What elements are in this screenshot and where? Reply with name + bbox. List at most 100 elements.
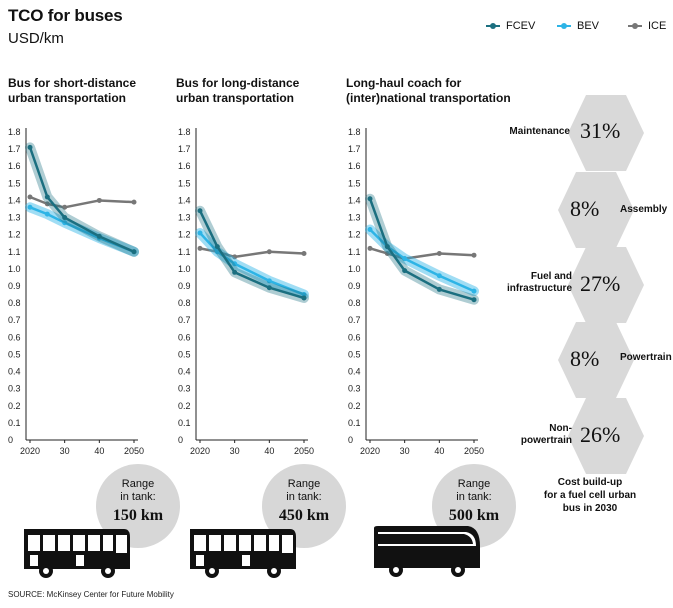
- range-label: Range in tank:: [456, 478, 492, 503]
- x-tick-label: 2050: [124, 446, 144, 456]
- y-tick-label: 0.2: [348, 401, 361, 411]
- data-point-fcev: [62, 215, 68, 221]
- y-tick-label: 1.0: [8, 264, 21, 274]
- data-point-fcev: [301, 295, 307, 301]
- y-tick-label: 0.5: [8, 349, 21, 359]
- city-bus-icon: [24, 529, 130, 578]
- caption-line: Cost build-up: [557, 477, 623, 488]
- y-tick-label: 1.6: [178, 161, 191, 171]
- data-point-bev: [471, 288, 477, 294]
- x-tick-label: 2050: [294, 446, 314, 456]
- cost-label-maintenance: Maintenance: [509, 126, 570, 137]
- data-point-ice: [301, 250, 307, 256]
- y-tick-label: 1.0: [178, 264, 191, 274]
- y-tick-label: 1.1: [348, 247, 361, 257]
- data-point-fcev: [214, 244, 220, 250]
- legend-label: FCEV: [506, 20, 536, 32]
- y-tick-label: 1.2: [348, 230, 361, 240]
- data-point-bev: [436, 273, 442, 279]
- data-point-bev: [367, 227, 373, 233]
- cost-buildup-caption: Cost build-up for a fuel cell urban bus …: [520, 476, 660, 515]
- y-tick-label: 1.5: [348, 178, 361, 188]
- y-tick-label: 0: [178, 435, 183, 445]
- cost-label-assembly: Assembly: [620, 204, 668, 215]
- data-point-ice: [436, 250, 442, 256]
- y-tick-label: 1.8: [8, 127, 21, 137]
- y-tick-label: 0.9: [178, 281, 191, 291]
- y-tick-label: 0.4: [8, 367, 21, 377]
- y-tick-label: 1.5: [8, 178, 21, 188]
- cost-percent-maintenance: 31%: [580, 118, 621, 143]
- legend-label: ICE: [648, 20, 667, 32]
- y-tick-label: 0.1: [178, 418, 191, 428]
- data-point-bev: [402, 256, 408, 262]
- data-point-ice: [27, 194, 33, 200]
- range-label: Range in tank:: [286, 478, 322, 503]
- y-tick-label: 1.6: [348, 161, 361, 171]
- panel-title-line: (inter)national transportation: [346, 91, 511, 105]
- data-point-ice: [232, 254, 238, 260]
- data-point-ice: [44, 201, 50, 207]
- panel-title-line: Bus for long-distance: [176, 76, 300, 90]
- range-label: Range in tank:: [120, 478, 156, 503]
- x-tick-label: 30: [400, 446, 410, 456]
- y-tick-label: 0.2: [178, 401, 191, 411]
- data-point-bev: [62, 220, 68, 226]
- data-point-fcev: [367, 196, 373, 202]
- y-tick-label: 0.1: [348, 418, 361, 428]
- y-tick-label: 0.9: [8, 281, 21, 291]
- legend-fcev-marker: [486, 23, 500, 29]
- x-tick-label: 2020: [360, 446, 380, 456]
- x-tick-label: 40: [264, 446, 274, 456]
- data-point-bev: [301, 292, 307, 298]
- data-point-ice: [62, 204, 68, 210]
- y-tick-label: 1.7: [178, 144, 191, 154]
- data-point-ice: [471, 252, 477, 258]
- y-tick-label: 0: [348, 435, 353, 445]
- chart-subtitle: USD/km: [8, 30, 64, 47]
- y-tick-label: 1.2: [8, 230, 21, 240]
- y-tick-label: 0: [8, 435, 13, 445]
- hexagon: [568, 398, 644, 474]
- caption-line: for a fuel cell urban: [543, 490, 637, 501]
- y-tick-label: 0.4: [348, 367, 361, 377]
- data-point-ice: [131, 199, 137, 205]
- data-point-bev: [197, 230, 203, 236]
- cost-percent-non-powertrain: 26%: [580, 422, 621, 447]
- y-tick-label: 1.3: [8, 213, 21, 223]
- data-point-fcev: [96, 233, 102, 239]
- chart-long-haul: 0 0.1 0.2 0.3 0.4 0.5 0.6 0.7 0.8 0.9 1.0 1.1 1.2 1.3…: [348, 127, 484, 456]
- legend-item-ice: ICE: [628, 20, 666, 32]
- y-tick-label: 1.3: [178, 213, 191, 223]
- data-point-fcev: [197, 208, 203, 214]
- chart-short-distance: 0 0.1 0.2 0.3 0.4 0.5 0.6 0.7 0.8 0.9 1.0 1.1 1.2 1.3…: [8, 127, 144, 456]
- data-point-fcev: [131, 249, 137, 255]
- y-tick-label: 0.1: [8, 418, 21, 428]
- y-tick-label: 0.4: [178, 367, 191, 377]
- hexagon: [568, 247, 644, 323]
- y-tick-label: 0.8: [348, 298, 361, 308]
- panel-title-line: Long-haul coach for: [346, 76, 462, 90]
- cost-label-fuel: Fuel and infrastructure: [506, 271, 572, 294]
- cost-percent-assembly: 8%: [570, 196, 600, 221]
- data-point-fcev: [436, 286, 442, 292]
- y-tick-label: 1.1: [178, 247, 191, 257]
- data-point-bev: [232, 261, 238, 267]
- data-point-bev: [27, 204, 33, 210]
- y-tick-label: 1.4: [348, 195, 361, 205]
- y-tick-label: 1.6: [8, 161, 21, 171]
- cost-label-powertrain: Powertrain: [620, 352, 672, 363]
- data-point-ice: [197, 245, 203, 251]
- y-tick-label: 1.4: [8, 195, 21, 205]
- data-point-ice: [367, 245, 373, 251]
- y-tick-label: 0.5: [178, 349, 191, 359]
- hexagon: [558, 172, 634, 248]
- x-tick-label: 30: [230, 446, 240, 456]
- y-tick-label: 0.2: [8, 401, 21, 411]
- data-point-fcev: [27, 144, 33, 150]
- legend-item-fcev: FCEV: [486, 20, 535, 32]
- y-tick-label: 0.3: [348, 384, 361, 394]
- y-tick-label: 1.3: [348, 213, 361, 223]
- x-tick-label: 2020: [190, 446, 210, 456]
- panel-title-short-distance: Bus for short-distance urban transportat…: [8, 76, 136, 106]
